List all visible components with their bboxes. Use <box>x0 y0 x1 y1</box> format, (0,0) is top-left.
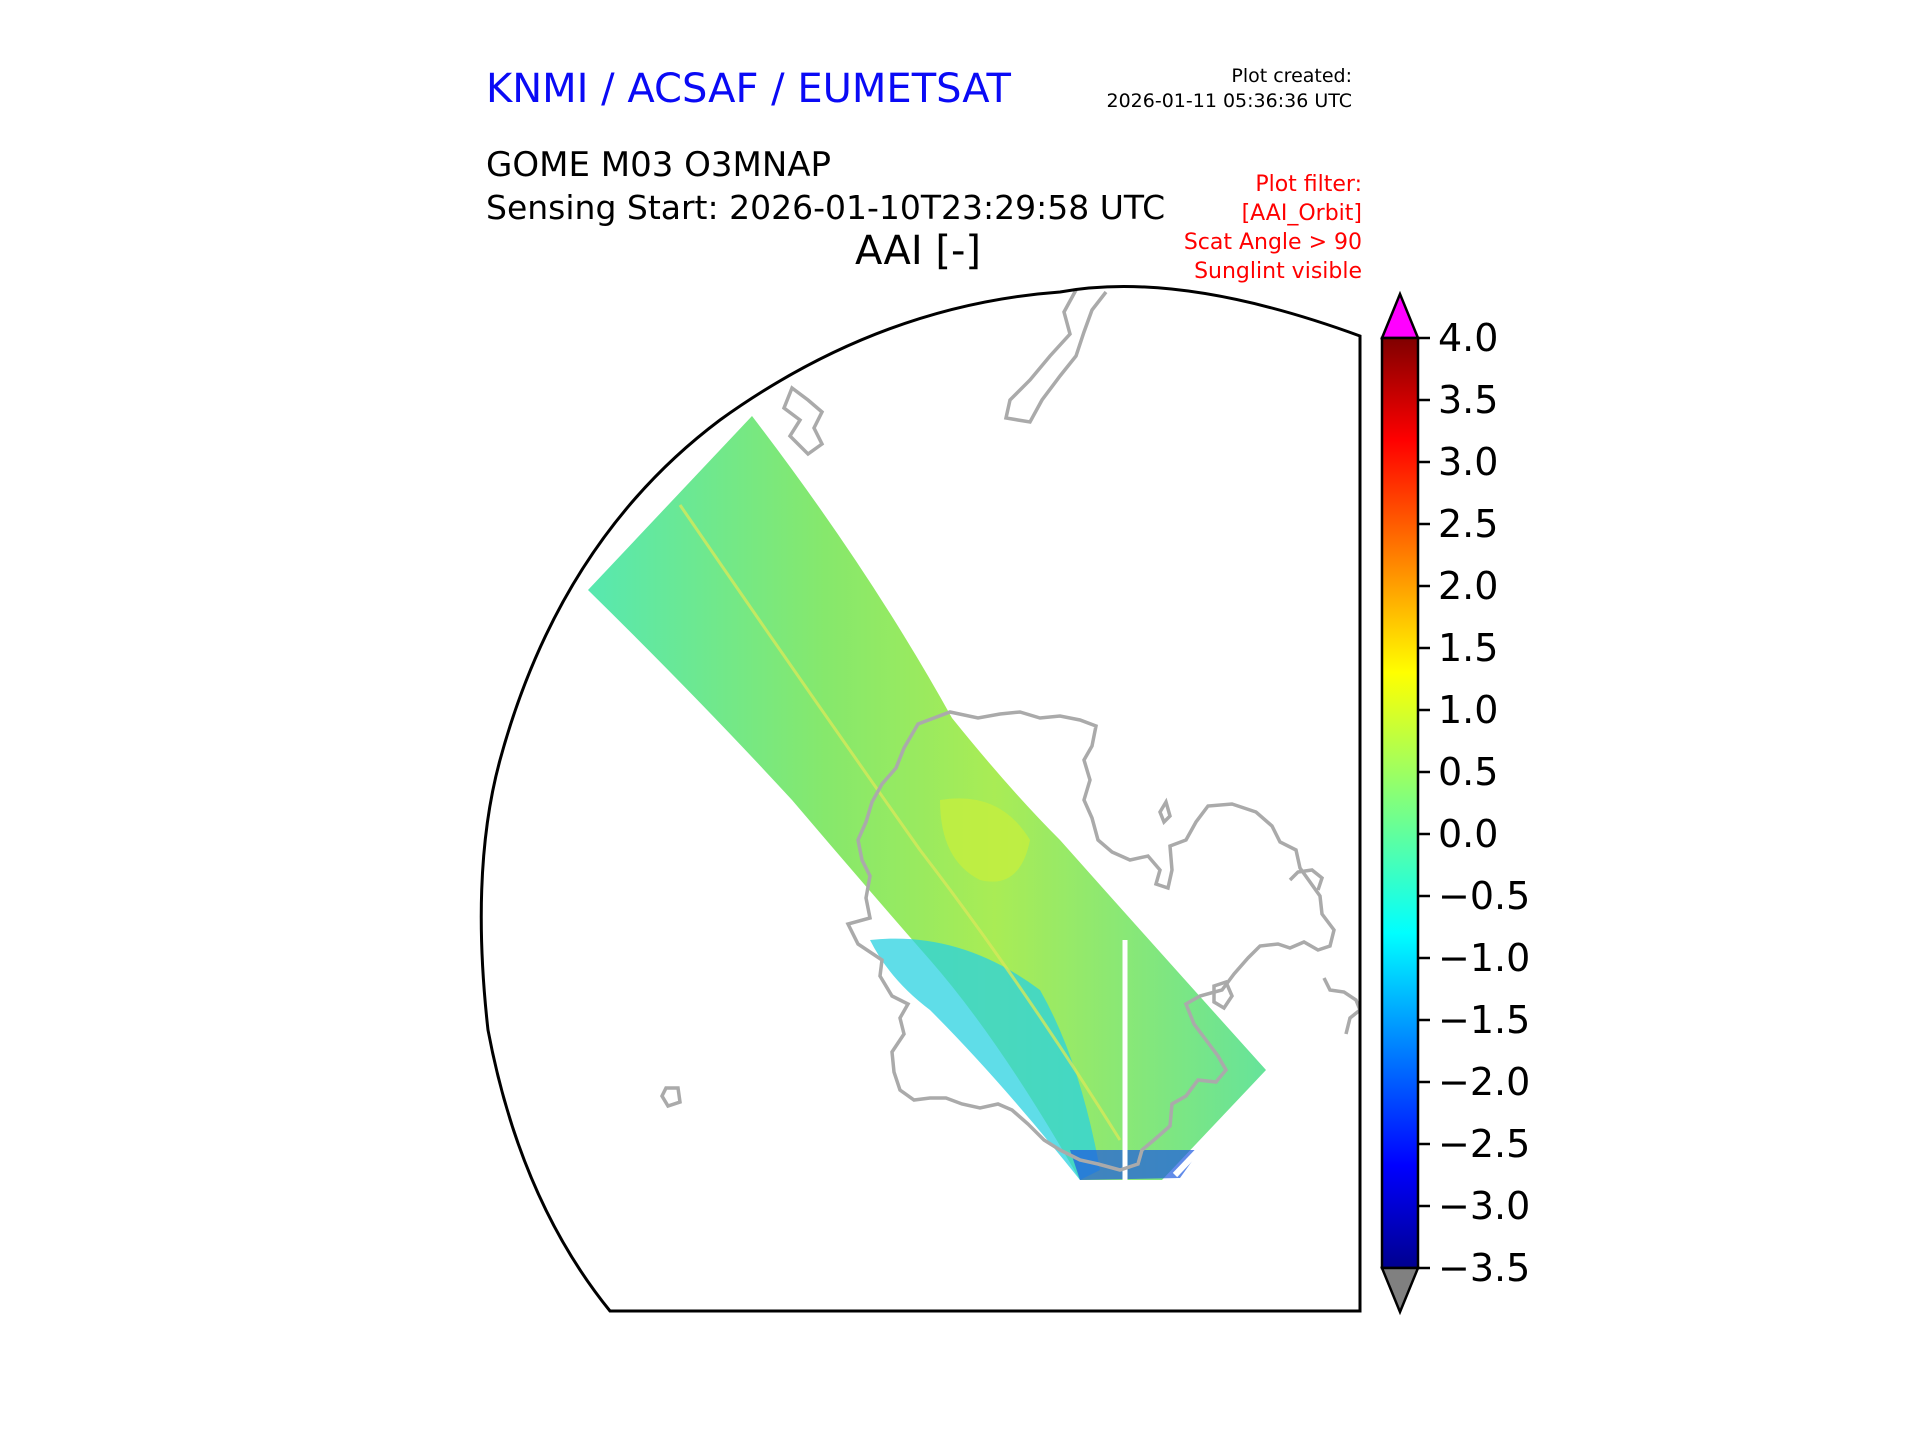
colorbar-tick-label: 2.0 <box>1438 564 1498 608</box>
swath-high-aai-patch <box>940 798 1030 882</box>
colorbar-tick-label: 3.0 <box>1438 440 1498 484</box>
product-title: GOME M03 O3MNAP <box>486 145 832 185</box>
coastline-island <box>781 385 825 457</box>
plot-filter-line: Sunglint visible <box>1194 259 1362 284</box>
colorbar-tick-label: −2.5 <box>1438 1122 1530 1166</box>
colorbar-ticks: 4.0 3.5 3.0 2.5 2.0 1.5 1.0 0.5 0.0 −0.5 −1.0 −1.5 −… <box>1418 316 1530 1290</box>
colorbar-tick-label: 2.5 <box>1438 502 1498 546</box>
plot-created: Plot created: 2026-01-11 05:36:36 UTC <box>1090 64 1353 114</box>
map-area <box>588 289 1360 1182</box>
colorbar: 4.0 3.5 3.0 2.5 2.0 1.5 1.0 0.5 0.0 −0.5 −1.0 −1.5 −… <box>1380 290 1530 1316</box>
sensing-start: Sensing Start: 2026-01-10T23:29:58 UTC <box>486 188 1166 227</box>
coastlines <box>660 289 1360 1172</box>
coastline-island <box>1158 797 1172 826</box>
colorbar-gradient <box>1380 336 1420 1270</box>
colorbar-over-arrow <box>1380 290 1420 340</box>
colorbar-tick-label: −0.5 <box>1438 874 1530 918</box>
variable-title: AAI [-] <box>855 228 981 274</box>
coastline-island <box>660 1086 682 1109</box>
coastline-landmass <box>1003 289 1108 424</box>
coastline-landmass <box>1322 977 1360 1035</box>
colorbar-tick-label: 3.5 <box>1438 378 1498 422</box>
swath-track-line <box>678 504 1122 1141</box>
coastline-landmass <box>1288 868 1325 891</box>
plot-filter-line: Scat Angle > 90 <box>1183 230 1362 255</box>
swath-data-gap <box>1172 1072 1273 1178</box>
colorbar-under-arrow <box>1380 1266 1420 1316</box>
swath-low-aai-patch <box>870 938 1100 1180</box>
satellite-swath <box>588 416 1266 1180</box>
map-boundary <box>479 285 1362 1313</box>
credit-title: KNMI / ACSAF / EUMETSAT <box>486 66 1011 112</box>
coastline-island <box>1212 979 1234 1011</box>
colorbar-tick-label: −2.0 <box>1438 1060 1530 1104</box>
colorbar-tick-label: −1.5 <box>1438 998 1530 1042</box>
colorbar-tick-label: −1.0 <box>1438 936 1530 980</box>
colorbar-tick-label: 0.0 <box>1438 812 1498 856</box>
plot-created-label: Plot created: <box>1231 65 1352 87</box>
plot-filter-title: Plot filter: <box>1255 172 1362 197</box>
colorbar-tick-label: −3.0 <box>1438 1184 1530 1228</box>
colorbar-tick-label: −3.5 <box>1438 1246 1530 1290</box>
plot-created-time: 2026-01-11 05:36:36 UTC <box>1106 90 1353 112</box>
plot-filter: Plot filter: [AAI_Orbit] Scat Angle > 90… <box>1100 170 1362 286</box>
plot-filter-line: [AAI_Orbit] <box>1241 201 1362 226</box>
colorbar-tick-label: 0.5 <box>1438 750 1498 794</box>
colorbar-tick-label: 1.0 <box>1438 688 1498 732</box>
colorbar-tick-label: 4.0 <box>1438 316 1498 360</box>
colorbar-tick-label: 1.5 <box>1438 626 1498 670</box>
coastline-continent <box>845 710 1336 1172</box>
